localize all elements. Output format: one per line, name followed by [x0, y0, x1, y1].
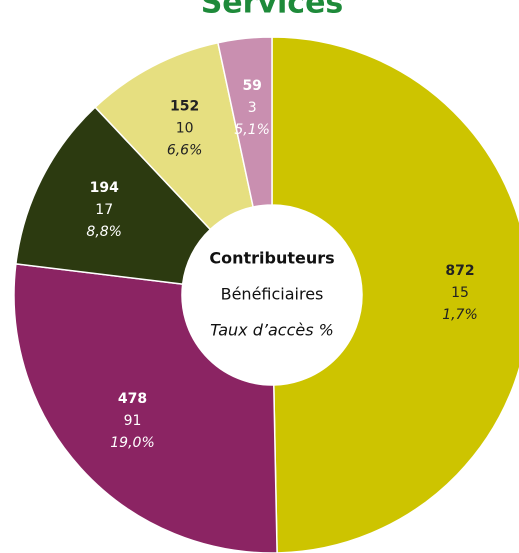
contributors-label: 152 — [170, 99, 199, 115]
beneficiaries-label: 15 — [451, 285, 469, 301]
contributors-label: 872 — [445, 263, 474, 279]
beneficiaries-label: 91 — [124, 413, 142, 429]
chart-title: Services — [201, 0, 344, 21]
donut-segment — [271, 36, 519, 553]
contributors-label: 194 — [90, 180, 119, 196]
center-label: Bénéficiaires — [221, 285, 324, 304]
donut-segment — [13, 263, 278, 553]
contributors-label: 59 — [242, 78, 261, 94]
beneficiaries-label: 10 — [176, 121, 194, 137]
rate-label: 6,6% — [167, 143, 203, 159]
center-label: Contributeurs — [209, 249, 334, 268]
center-label: Taux d’accès % — [210, 321, 334, 340]
rate-label: 8,8% — [86, 224, 122, 240]
rate-label: 19,0% — [110, 435, 154, 451]
contributors-label: 478 — [118, 391, 147, 407]
rate-label: 1,7% — [442, 307, 478, 323]
donut-segment — [15, 106, 212, 285]
beneficiaries-label: 17 — [95, 202, 113, 218]
donut-segment — [217, 36, 273, 208]
rate-label: 5,1% — [234, 122, 270, 138]
beneficiaries-label: 3 — [248, 100, 257, 116]
